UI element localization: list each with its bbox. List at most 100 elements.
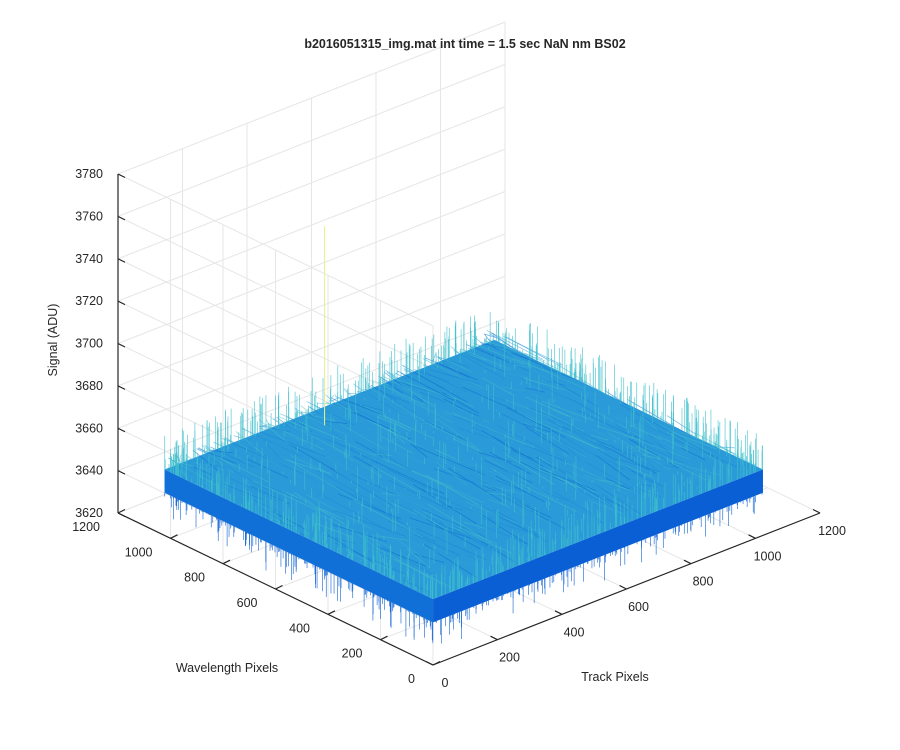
surface-texture (421, 489, 493, 520)
y-tick (432, 660, 441, 666)
surface-texture (448, 467, 504, 503)
surface-texture (400, 372, 415, 382)
surface-texture (538, 456, 605, 499)
surface-texture (246, 441, 288, 463)
surface-texture (584, 461, 642, 494)
x-tick (554, 610, 563, 615)
surface-texture (224, 475, 280, 503)
surface-texture (363, 391, 398, 412)
surface-texture (329, 396, 361, 416)
surface-texture (483, 342, 515, 357)
surface-texture (416, 513, 480, 552)
surface-texture (495, 475, 545, 503)
surface-texture (497, 425, 554, 455)
x-tick-label: 1200 (818, 524, 846, 538)
surface-texture (525, 387, 545, 393)
surface-texture (486, 457, 555, 500)
surface-texture (373, 453, 392, 457)
z-tick-label: 3640 (75, 464, 103, 478)
surface-texture (547, 435, 609, 474)
surface-texture (259, 431, 327, 457)
surface-texture (345, 403, 394, 428)
surface-texture (586, 383, 625, 407)
surface-texture (436, 418, 480, 450)
surface-texture (541, 400, 594, 422)
surface-texture (397, 370, 454, 401)
surface-texture (531, 395, 604, 433)
x-tick (748, 534, 756, 539)
surface-texture (409, 517, 472, 539)
z-tick (117, 512, 126, 518)
surface-texture (492, 436, 545, 468)
surface-texture (534, 416, 551, 421)
surface-texture (309, 489, 346, 509)
surface-texture (657, 435, 689, 451)
surface-texture (482, 515, 528, 545)
surface-texture (382, 461, 420, 476)
surface-texture (560, 440, 584, 455)
surface-texture (502, 505, 549, 528)
surface-texture (484, 340, 531, 365)
surface-texture (403, 368, 447, 390)
surface-texture (510, 495, 567, 523)
y-tick-label: 600 (237, 596, 258, 610)
surface-texture (294, 407, 325, 431)
surface-texture (483, 494, 512, 501)
surface-texture (632, 485, 662, 498)
z-tick-label: 3660 (75, 421, 103, 435)
surface-texture (252, 480, 318, 511)
surface-texture (438, 523, 474, 540)
surface-texture (333, 509, 406, 537)
y-tick (117, 508, 126, 514)
surface-texture (421, 508, 486, 538)
x-tick-label: 1000 (754, 549, 782, 563)
surface-texture (308, 414, 335, 430)
surface-texture (414, 553, 445, 563)
surface-texture (503, 383, 527, 391)
surface-texture (384, 488, 414, 499)
surface-texture (431, 545, 470, 556)
surface-texture (488, 339, 546, 366)
y-tick-label: 1200 (72, 520, 100, 534)
surface-texture (547, 419, 609, 451)
surface-texture (666, 429, 718, 450)
surface-texture (524, 422, 587, 458)
z-tick-label: 3680 (75, 379, 103, 393)
y-tick-label: 200 (342, 647, 363, 661)
surface-texture (433, 423, 458, 436)
surface-texture (348, 392, 364, 394)
surface-texture (525, 415, 597, 449)
surface-texture (594, 483, 641, 515)
surface-texture (615, 461, 655, 479)
x-tick (683, 559, 692, 565)
surface-texture (463, 505, 535, 546)
surface-texture (666, 431, 715, 460)
surface-texture (315, 415, 336, 422)
surface-texture (486, 330, 543, 360)
surface-texture (424, 474, 485, 509)
surface-texture (329, 467, 392, 506)
surface-texture (380, 502, 433, 527)
surface-texture (357, 391, 367, 394)
surface-texture (632, 453, 658, 467)
surface-texture (681, 447, 706, 461)
surface-texture (410, 443, 428, 458)
surface-texture (553, 491, 594, 515)
surface-texture (624, 434, 690, 460)
surface-texture (510, 449, 534, 460)
surface-texture (353, 455, 380, 471)
surface-texture (188, 459, 227, 469)
surface-texture (286, 433, 329, 459)
surface-texture (641, 416, 659, 431)
surface-texture (285, 421, 350, 456)
z-axis-label: Signal (ADU) (46, 304, 60, 377)
surface-texture (322, 422, 346, 443)
z-tick (117, 300, 126, 306)
z-tick (117, 258, 126, 263)
surface-texture (558, 438, 581, 461)
surface-texture (372, 447, 412, 472)
surface-texture (573, 399, 601, 417)
y-tick-label: 400 (289, 621, 310, 635)
surface-texture (332, 520, 375, 536)
surface-texture (351, 473, 398, 496)
